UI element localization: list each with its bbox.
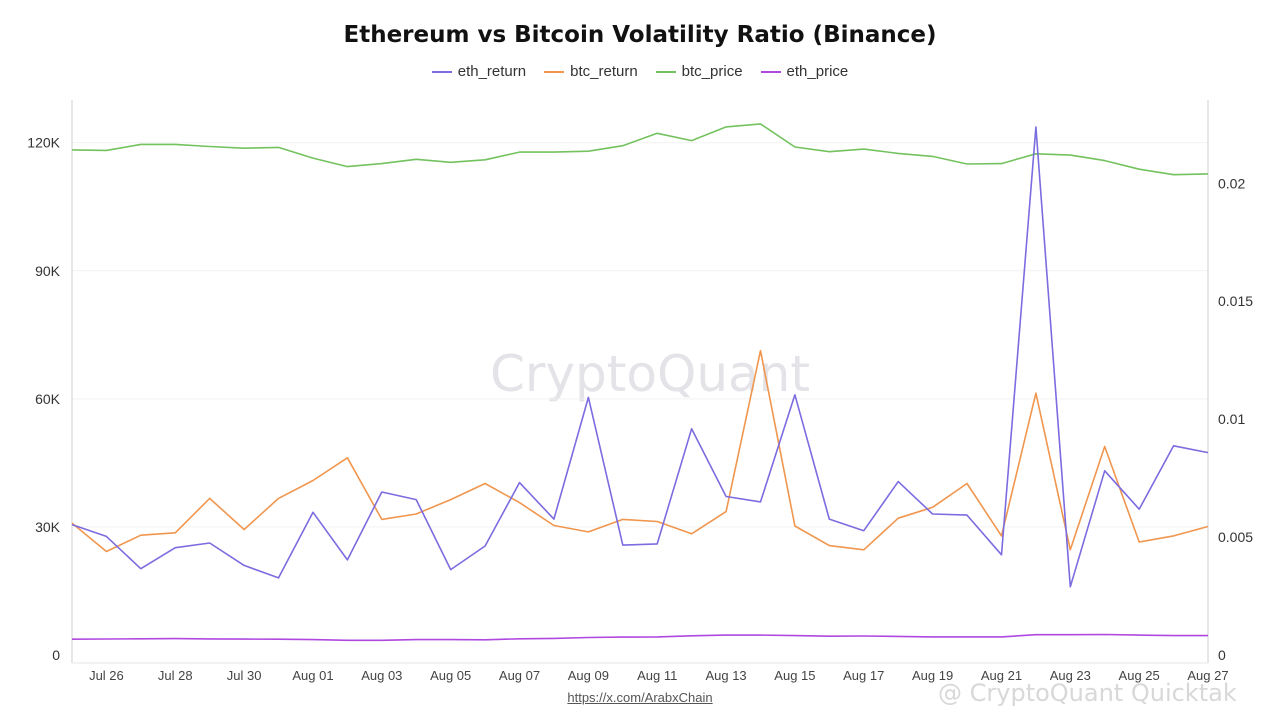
x-tick-label: Aug 23 bbox=[1050, 668, 1091, 683]
legend-item-btc-price[interactable]: btc_price bbox=[655, 63, 743, 80]
corner-watermark: @ CryptoQuant Quicktak bbox=[938, 679, 1237, 707]
x-tick-label: Aug 01 bbox=[292, 668, 333, 683]
y-right-tick-label: 0.02 bbox=[1218, 175, 1245, 191]
x-tick-label: Jul 30 bbox=[227, 668, 262, 683]
x-tick-label: Aug 11 bbox=[637, 668, 677, 683]
y-left-tick-label: 60K bbox=[35, 391, 61, 407]
x-tick-label: Aug 21 bbox=[981, 668, 1022, 683]
y-left-tick-label: 120K bbox=[27, 135, 60, 151]
series-line-btc-price bbox=[71, 123, 1209, 176]
y-right-tick-label: 0.01 bbox=[1218, 411, 1245, 427]
x-tick-label: Aug 03 bbox=[361, 668, 402, 683]
legend-item-btc-return[interactable]: btc_return bbox=[544, 63, 638, 80]
x-tick-label: Aug 27 bbox=[1187, 668, 1228, 683]
x-tick-label: Aug 05 bbox=[430, 668, 471, 683]
chart-title: Ethereum vs Bitcoin Volatility Ratio (Bi… bbox=[343, 22, 937, 48]
legend-swatch-eth-return bbox=[431, 70, 452, 73]
legend-swatch-eth-price bbox=[760, 70, 781, 73]
x-tick-label: Aug 17 bbox=[843, 668, 884, 683]
x-tick-label: Aug 19 bbox=[912, 668, 953, 683]
legend-swatch-btc-price bbox=[655, 70, 676, 73]
x-tick-label: Aug 07 bbox=[499, 668, 540, 683]
x-tick-label: Aug 25 bbox=[1119, 668, 1160, 683]
legend-label-btc-return: btc_return bbox=[570, 63, 638, 80]
legend-label-eth-price: eth_price bbox=[786, 63, 849, 80]
legend-swatch-btc-return bbox=[544, 70, 565, 73]
x-tick-label: Jul 26 bbox=[89, 668, 124, 683]
series-line-btc-return bbox=[71, 349, 1209, 553]
x-tick-label: Jul 28 bbox=[158, 668, 193, 683]
x-tick-label: Aug 13 bbox=[705, 668, 746, 683]
legend-label-eth-return: eth_return bbox=[457, 63, 527, 80]
y-left-tick-label: 30K bbox=[35, 519, 61, 535]
series-line-eth-return bbox=[71, 126, 1209, 588]
footer-link[interactable]: https://x.com/ArabxChain bbox=[567, 690, 713, 705]
x-tick-label: Aug 15 bbox=[774, 668, 815, 683]
chart-legend: eth_return btc_return btc_price eth_pric… bbox=[0, 63, 1280, 80]
x-tick-label: Aug 09 bbox=[568, 668, 609, 683]
cryptoquant-watermark: CryptoQuant bbox=[490, 345, 810, 403]
y-left-tick-label: 0 bbox=[52, 647, 60, 663]
y-right-tick-label: 0.015 bbox=[1218, 293, 1253, 309]
legend-label-btc-price: btc_price bbox=[681, 63, 743, 80]
y-right-tick-label: 0.005 bbox=[1218, 529, 1253, 545]
legend-item-eth-return[interactable]: eth_return bbox=[431, 63, 527, 80]
series-line-eth-price bbox=[71, 633, 1208, 642]
y-left-tick-label: 90K bbox=[35, 263, 61, 279]
legend-item-eth-price[interactable]: eth_price bbox=[760, 63, 849, 80]
y-right-tick-label: 0 bbox=[1218, 647, 1226, 663]
